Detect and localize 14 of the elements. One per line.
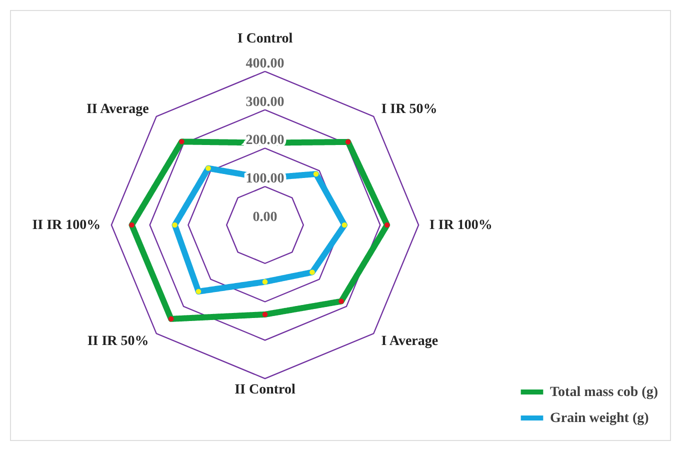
spoke-label: II Average	[86, 102, 149, 117]
y-tick-label: 100.00	[246, 172, 284, 187]
spoke-label: II IR 50%	[87, 334, 149, 350]
spoke-label: II IR 100%	[32, 218, 101, 233]
y-tick-label: 400.00	[246, 56, 284, 72]
y-tick-label: 300.00	[246, 94, 284, 110]
spoke-label: I Control	[237, 32, 293, 47]
spoke-label: I IR 100%	[429, 218, 492, 233]
spoke-label: II Control	[234, 382, 296, 398]
spoke-label: I Average	[381, 334, 438, 350]
legend-label: Total mass cob (g)	[550, 385, 658, 400]
legend-label: Grain weight (g)	[550, 411, 650, 426]
spoke-label: I IR 50%	[381, 102, 438, 117]
y-tick-label: 0.00	[252, 210, 278, 225]
